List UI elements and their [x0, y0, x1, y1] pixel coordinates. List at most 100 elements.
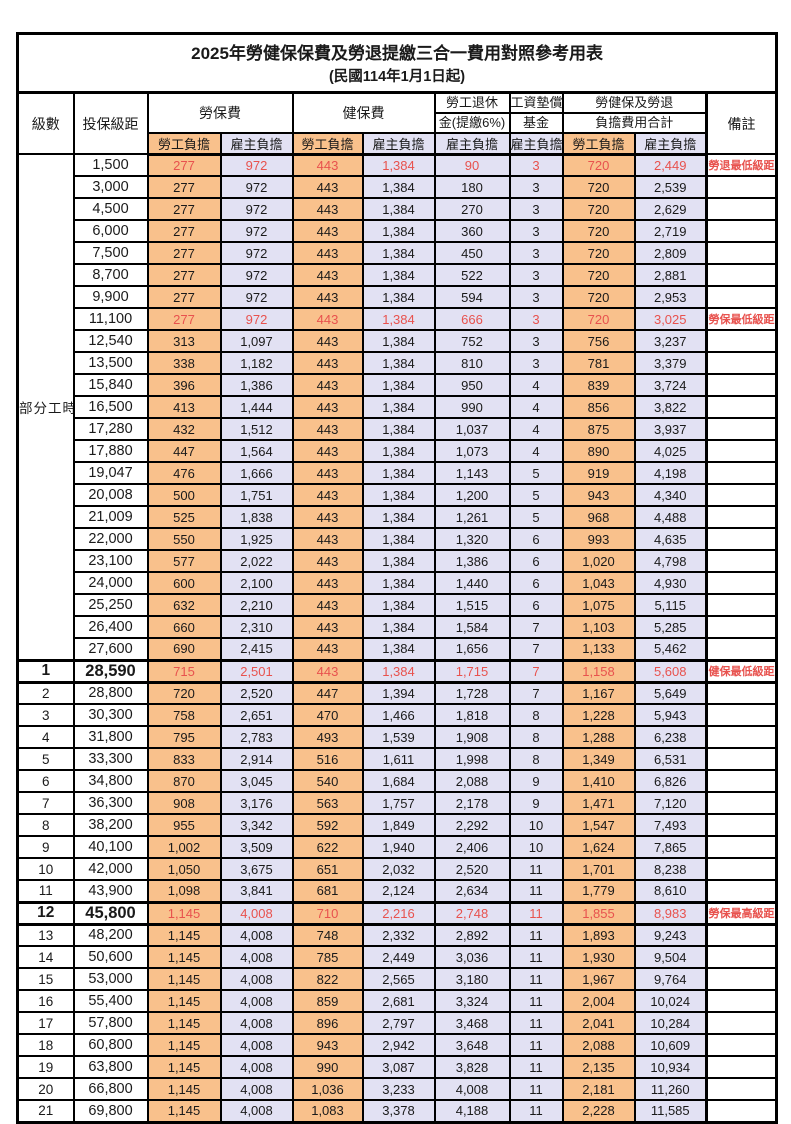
cell-total-employer: 9,764 [633, 967, 708, 992]
cell-wage-fund-employer: 10 [508, 835, 564, 860]
cell-health-ins-employer: 2,032 [361, 857, 436, 882]
cell-total-employer: 6,531 [633, 747, 708, 772]
cell-labor-ins-employer: 972 [219, 307, 294, 332]
cell-pension-employer: 3,180 [433, 967, 511, 992]
table-row: 4,500 277 972 443 1,384 270 3 720 2,629 [18, 197, 778, 222]
cell-pension-employer: 2,520 [433, 857, 511, 882]
cell-wage-fund-employer: 8 [508, 703, 564, 728]
cell-wage-fund-employer: 11 [508, 945, 564, 970]
cell-total-employee: 890 [561, 439, 636, 464]
cell-pension-employer: 1,908 [433, 725, 511, 750]
cell-remark [704, 219, 778, 244]
cell-remark [704, 703, 778, 728]
cell-health-ins-employee: 859 [291, 989, 364, 1014]
table-row: 9,900 277 972 443 1,384 594 3 720 2,953 [18, 285, 778, 310]
cell-total-employee: 875 [561, 417, 636, 442]
col-header-total-line2: 負擔費用合計 [561, 111, 708, 134]
cell-labor-ins-employer: 972 [219, 175, 294, 200]
table-row: 17,280 432 1,512 443 1,384 1,037 4 875 3,937 [18, 417, 778, 442]
cell-labor-ins-employee: 277 [146, 153, 222, 178]
cell-wage-fund-employer: 7 [508, 637, 564, 662]
cell-labor-ins-employee: 550 [146, 527, 222, 552]
cell-health-ins-employee: 443 [291, 351, 364, 376]
cell-remark [704, 989, 778, 1014]
cell-labor-ins-employer: 2,310 [219, 615, 294, 640]
cell-labor-ins-employer: 3,841 [219, 879, 294, 904]
table-row: 26,400 660 2,310 443 1,384 1,584 7 1,103 5,285 [18, 615, 778, 640]
cell-wage-fund-employer: 4 [508, 417, 564, 442]
cell-labor-ins-employer: 972 [219, 285, 294, 310]
cell-health-ins-employee: 748 [291, 923, 364, 948]
cell-total-employee: 1,158 [561, 658, 636, 684]
cell-pension-employer: 3,468 [433, 1011, 511, 1036]
cell-level: 5 [16, 747, 75, 772]
cell-labor-ins-employee: 660 [146, 615, 222, 640]
cell-labor-ins-employer: 1,838 [219, 505, 294, 530]
header-group-row: 級數 投保級距 勞保費 健保費 勞工退休 工資墊償 勞健保及勞退 備註 [16, 91, 778, 156]
cell-level: 21 [16, 1099, 75, 1124]
table-row: 7 36,300 908 3,176 563 1,757 2,178 9 1,471 7,120 [16, 791, 778, 816]
cell-health-ins-employee: 516 [291, 747, 364, 772]
cell-labor-ins-employer: 4,008 [219, 989, 294, 1014]
cell-labor-ins-employer: 3,509 [219, 835, 294, 860]
cell-total-employee: 856 [561, 395, 636, 420]
cell-total-employee: 1,288 [561, 725, 636, 750]
cell-bracket: 12,540 [72, 329, 149, 354]
cell-labor-ins-employee: 525 [146, 505, 222, 530]
cell-total-employee: 1,349 [561, 747, 636, 772]
cell-wage-fund-employer: 11 [508, 989, 564, 1014]
cell-bracket: 7,500 [72, 241, 149, 266]
cell-pension-employer: 2,406 [433, 835, 511, 860]
cell-bracket: 19,047 [72, 461, 149, 486]
cell-pension-employer: 1,386 [433, 549, 511, 574]
cell-total-employee: 993 [561, 527, 636, 552]
cell-pension-employer: 1,656 [433, 637, 511, 662]
cell-labor-ins-employer: 4,008 [219, 1055, 294, 1080]
cell-pension-employer: 1,998 [433, 747, 511, 772]
cell-labor-ins-employee: 277 [146, 197, 222, 222]
cell-remark [704, 417, 778, 442]
cell-wage-fund-employer: 8 [508, 747, 564, 772]
cell-labor-ins-employer: 4,008 [219, 1077, 294, 1102]
cell-wage-fund-employer: 3 [508, 285, 564, 310]
cell-wage-fund-employer: 3 [508, 219, 564, 244]
cell-health-ins-employer: 1,384 [361, 197, 436, 222]
cell-labor-ins-employee: 1,145 [146, 1033, 222, 1058]
cell-wage-fund-employer: 6 [508, 571, 564, 596]
cell-wage-fund-employer: 3 [508, 175, 564, 200]
cell-labor-ins-employer: 2,022 [219, 549, 294, 574]
cell-labor-ins-employee: 955 [146, 813, 222, 838]
cell-bracket: 26,400 [72, 615, 149, 640]
cell-labor-ins-employer: 4,008 [219, 1033, 294, 1058]
cell-labor-ins-employee: 1,145 [146, 1055, 222, 1080]
cell-level: 6 [16, 769, 75, 794]
cell-labor-ins-employer: 1,751 [219, 483, 294, 508]
cell-health-ins-employer: 1,384 [361, 175, 436, 200]
cell-labor-ins-employee: 632 [146, 593, 222, 618]
cell-remark [704, 329, 778, 354]
cell-bracket: 48,200 [72, 923, 149, 948]
cell-wage-fund-employer: 11 [508, 967, 564, 992]
cell-bracket: 36,300 [72, 791, 149, 816]
cell-health-ins-employee: 443 [291, 395, 364, 420]
cell-remark [704, 813, 778, 838]
cell-health-ins-employer: 1,384 [361, 285, 436, 310]
cell-total-employee: 1,967 [561, 967, 636, 992]
cell-health-ins-employee: 822 [291, 967, 364, 992]
cell-labor-ins-employee: 1,098 [146, 879, 222, 904]
cell-health-ins-employer: 1,384 [361, 658, 436, 684]
cell-level: 12 [16, 900, 75, 926]
cell-bracket: 31,800 [72, 725, 149, 750]
cell-bracket: 21,009 [72, 505, 149, 530]
cell-level: 20 [16, 1077, 75, 1102]
cell-total-employer: 4,488 [633, 505, 708, 530]
col-header-pension-line2: 金(提繳6%) [433, 111, 511, 134]
cell-health-ins-employee: 622 [291, 835, 364, 860]
col-header-total-line1: 勞健保及勞退 [561, 91, 708, 114]
cell-remark [704, 1099, 778, 1124]
cell-health-ins-employee: 447 [291, 681, 364, 706]
cell-health-ins-employee: 443 [291, 593, 364, 618]
cell-bracket: 24,000 [72, 571, 149, 596]
cell-remark [704, 747, 778, 772]
